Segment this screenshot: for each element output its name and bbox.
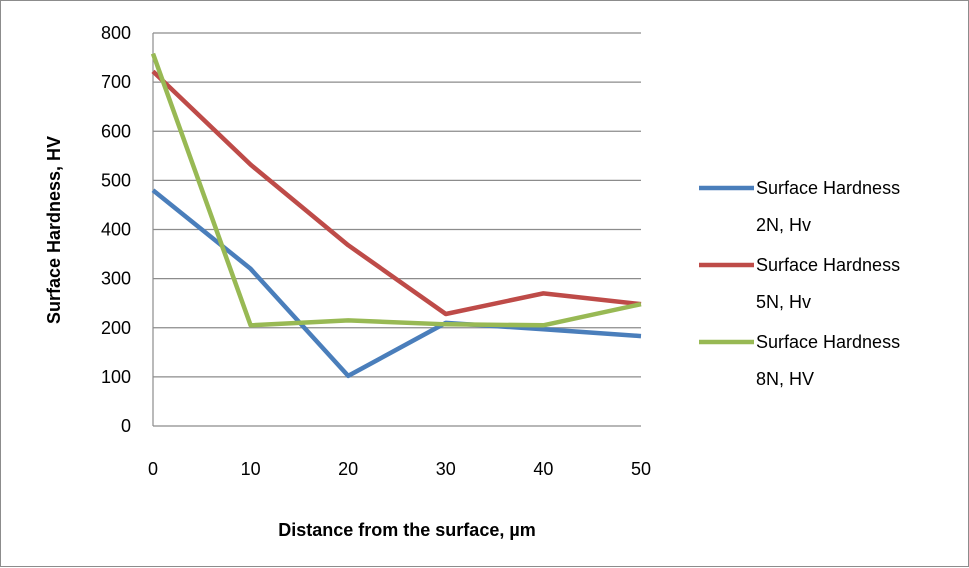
x-tick-label: 30 [436, 459, 456, 479]
y-tick-label: 300 [101, 269, 131, 289]
y-tick-label: 200 [101, 318, 131, 338]
y-tick-label: 0 [121, 416, 131, 436]
series-line-2 [151, 69, 642, 317]
x-tick-label: 50 [631, 459, 651, 479]
y-tick-label: 800 [101, 23, 131, 43]
series-lines [150, 52, 642, 379]
y-tick-label: 100 [101, 367, 131, 387]
x-axis-title: Distance from the surface, µm [278, 520, 535, 540]
legend-label-1: 2N, Hv [756, 215, 811, 235]
legend-label-3: 8N, HV [756, 369, 814, 389]
y-axis-title: Surface Hardness, HV [44, 136, 64, 324]
x-tick-label: 0 [148, 459, 158, 479]
legend-label-1: Surface Hardness [756, 178, 900, 198]
x-tick-label: 10 [241, 459, 261, 479]
legend-label-2: Surface Hardness [756, 255, 900, 275]
x-tick-labels: 0 10 20 30 40 50 [148, 459, 651, 479]
legend-label-3: Surface Hardness [756, 332, 900, 352]
legend: Surface Hardness 2N, Hv Surface Hardness 5N… [699, 178, 900, 389]
y-tick-label: 700 [101, 72, 131, 92]
grid-lines [152, 32, 641, 427]
y-tick-label: 600 [101, 121, 131, 141]
y-tick-label: 500 [101, 170, 131, 190]
series-line-3 [150, 52, 642, 328]
legend-label-2: 5N, Hv [756, 292, 811, 312]
x-tick-label: 40 [533, 459, 553, 479]
x-tick-label: 20 [338, 459, 358, 479]
series-line-1 [151, 188, 642, 379]
y-tick-label: 400 [101, 220, 131, 240]
y-tick-labels: 0 100 200 300 400 500 600 700 800 [101, 23, 131, 436]
